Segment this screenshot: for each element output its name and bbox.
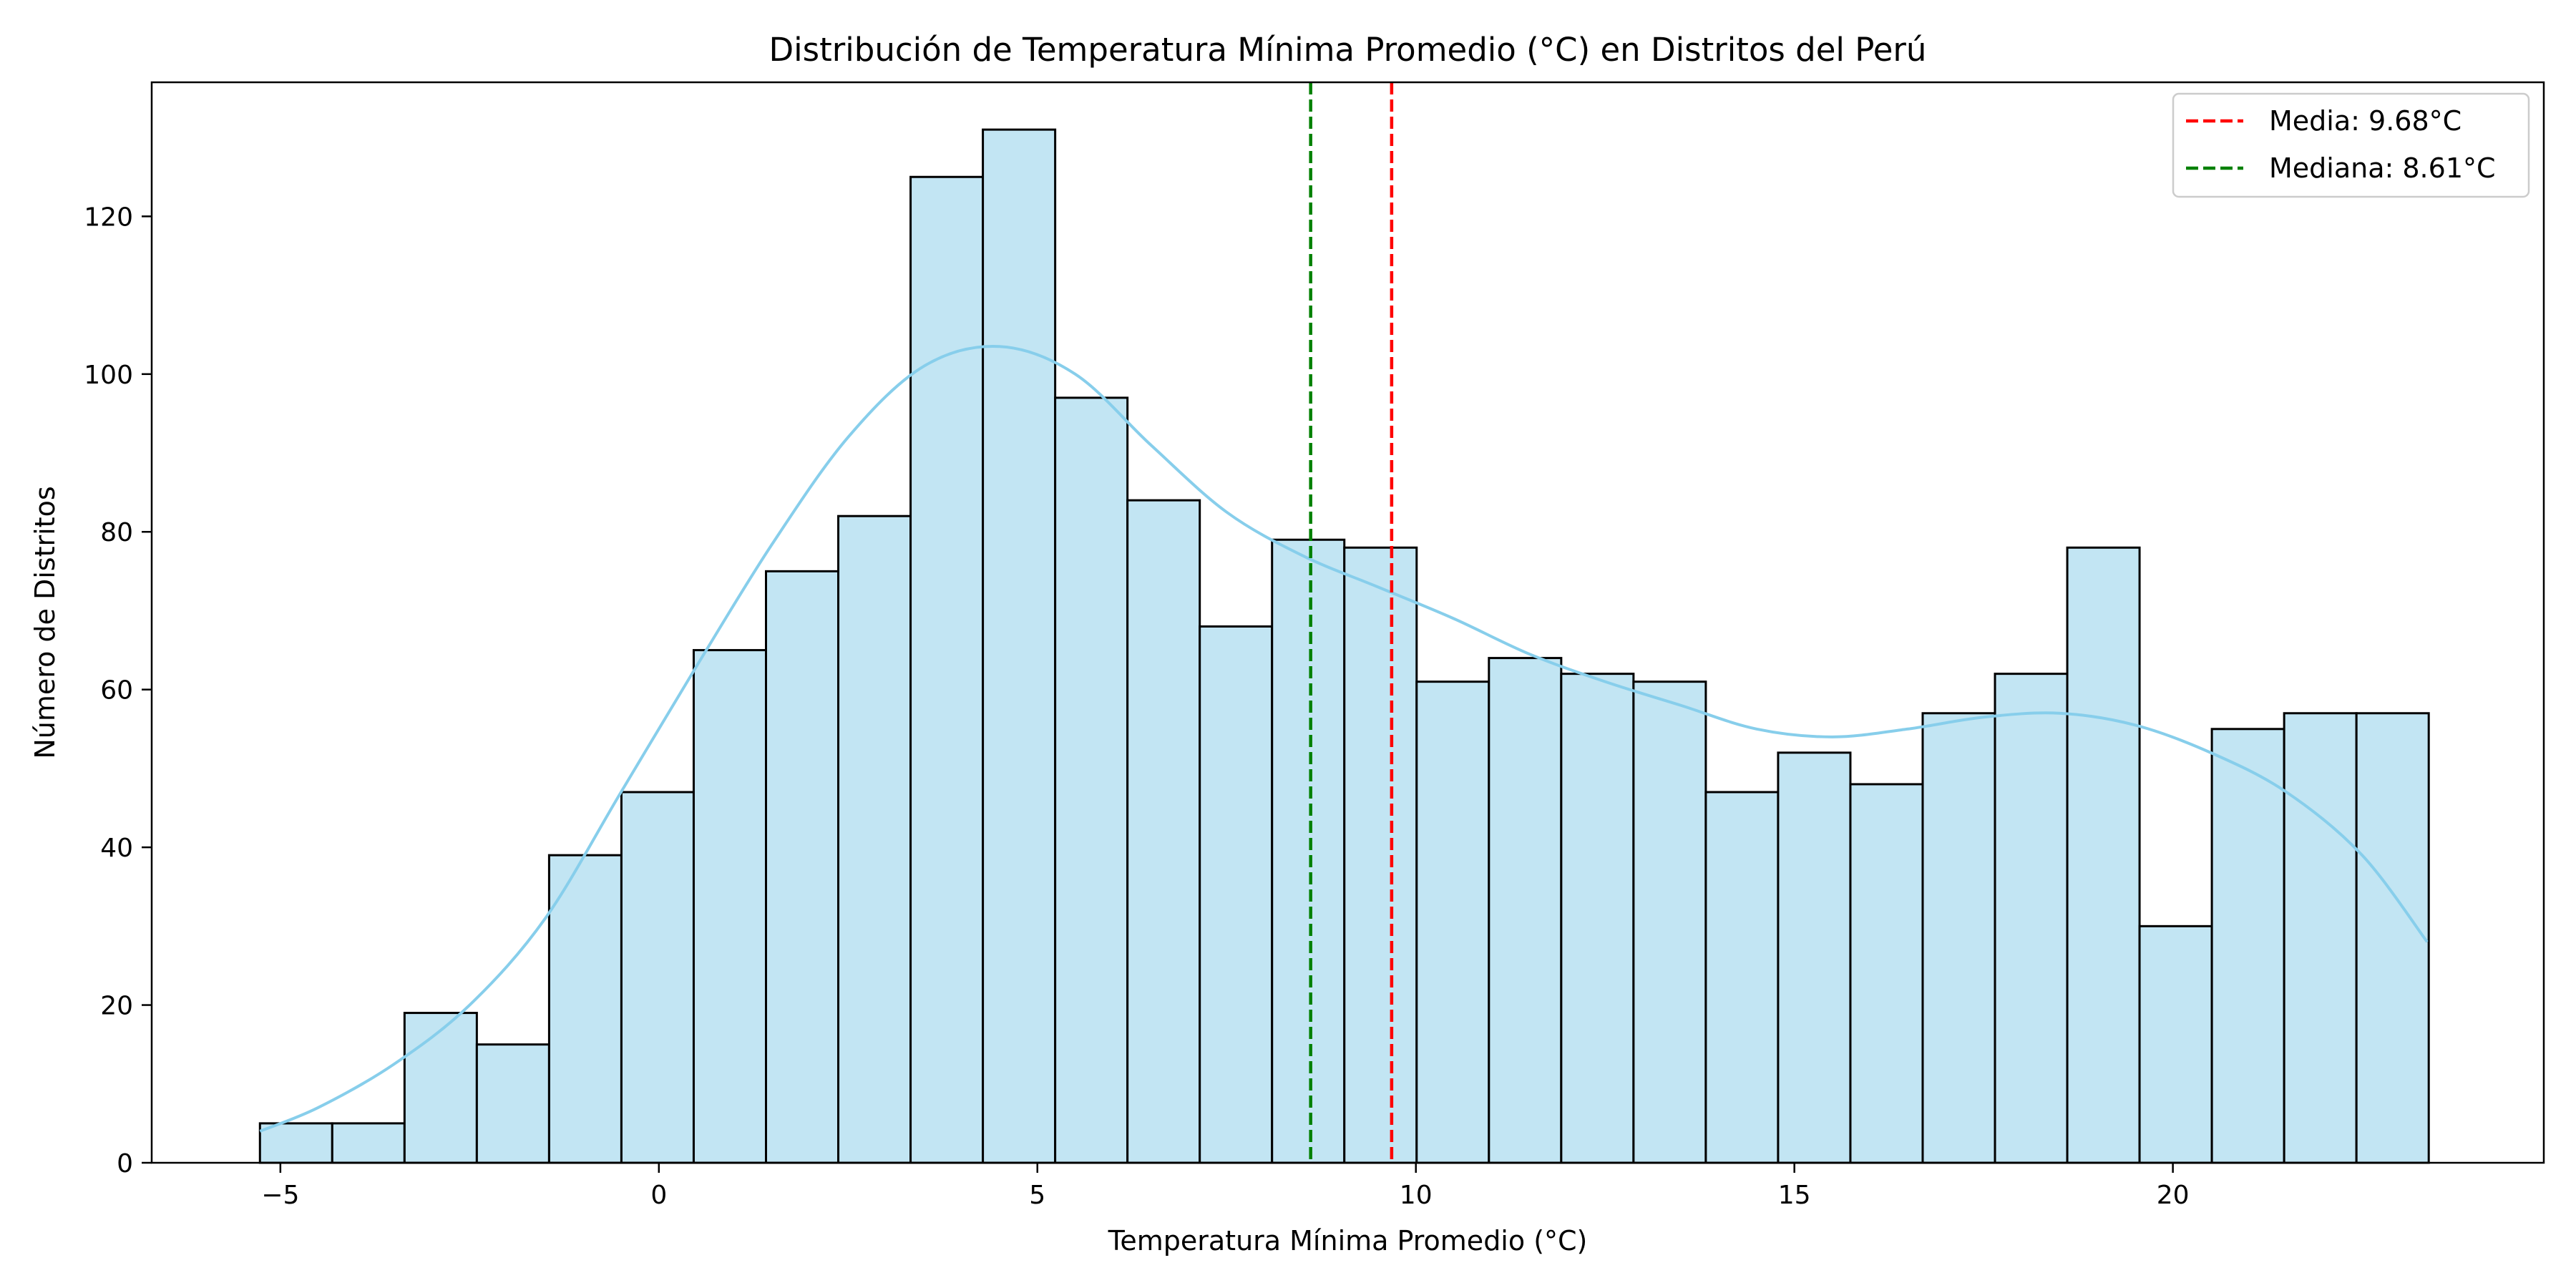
histogram-bar xyxy=(620,791,695,1164)
histogram-bar xyxy=(1560,673,1635,1164)
kde-curve xyxy=(259,344,2429,1133)
chart-title: Distribución de Temperatura Mínima Prome… xyxy=(769,31,1927,69)
y-tick-label: 20 xyxy=(100,992,133,1021)
histogram-bar xyxy=(1488,657,1563,1164)
histogram-bar xyxy=(2138,924,2213,1164)
y-tick-label: 120 xyxy=(84,203,133,232)
histogram-bar xyxy=(1849,783,1924,1164)
x-tick-label: −5 xyxy=(261,1181,299,1210)
histogram-bar xyxy=(1704,791,1780,1164)
histogram-bar xyxy=(1994,673,2069,1164)
axes-frame xyxy=(150,81,2545,1164)
histogram-bar xyxy=(1199,625,1274,1164)
y-tick-label: 60 xyxy=(100,676,133,706)
kde-curve-group xyxy=(259,344,2429,1133)
y-tick-label: 0 xyxy=(117,1149,133,1179)
x-axis-ticks: −5 0 5 10 15 20 xyxy=(261,1163,2190,1210)
histogram-bar xyxy=(2066,546,2141,1164)
x-tick-label: 10 xyxy=(1400,1181,1433,1210)
x-tick-label: 15 xyxy=(1778,1181,1811,1210)
histogram-bar xyxy=(403,1012,478,1164)
histogram-bar xyxy=(331,1122,406,1164)
legend-label: Media: 9.68°C xyxy=(2269,105,2462,137)
histogram-bar xyxy=(2210,728,2285,1164)
histogram-bar xyxy=(764,570,840,1164)
histogram-bar xyxy=(1054,396,1129,1164)
legend-box xyxy=(2172,92,2530,198)
y-tick-label: 100 xyxy=(84,361,133,390)
x-tick-label: 20 xyxy=(2157,1181,2190,1210)
y-tick-label: 80 xyxy=(100,518,133,547)
y-tick-label: 40 xyxy=(100,834,133,863)
histogram-bar xyxy=(1126,499,1201,1164)
histogram-bar xyxy=(909,175,985,1164)
histogram-bar xyxy=(837,514,912,1164)
histogram-bar xyxy=(1632,680,1707,1164)
x-tick-label: 5 xyxy=(1029,1181,1045,1210)
histogram-bar xyxy=(692,649,767,1164)
y-axis-ticks: 0 20 40 60 80 100 120 xyxy=(84,203,152,1179)
histogram-bar xyxy=(258,1122,333,1164)
legend-label: Mediana: 8.61°C xyxy=(2269,152,2496,184)
histogram-bar xyxy=(982,128,1057,1164)
histogram-bar xyxy=(2283,712,2358,1164)
histogram-bar xyxy=(547,854,623,1164)
reference-lines xyxy=(1309,82,1394,1163)
histogram-bar xyxy=(475,1043,550,1164)
histogram-bar xyxy=(1271,538,1346,1164)
x-tick-label: 0 xyxy=(650,1181,667,1210)
histogram-bar xyxy=(2355,712,2430,1164)
legend: Media: 9.68°C Mediana: 8.61°C xyxy=(2172,92,2530,198)
histogram-bar xyxy=(1921,712,1996,1164)
histogram-bar xyxy=(1777,751,1852,1164)
y-axis-label: Número de Distritos xyxy=(29,486,61,758)
x-axis-label: Temperatura Mínima Promedio (°C) xyxy=(1108,1225,1588,1257)
histogram-bar xyxy=(1343,546,1418,1164)
histogram-bars xyxy=(258,128,2430,1164)
histogram-bar xyxy=(1415,680,1491,1164)
